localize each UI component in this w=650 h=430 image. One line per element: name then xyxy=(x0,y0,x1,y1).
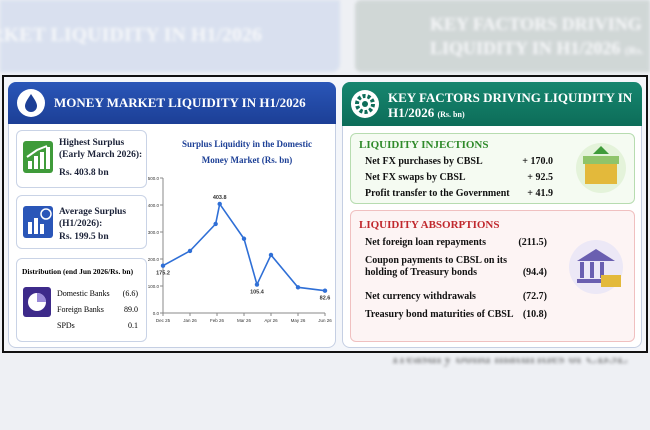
injections-title: LIQUIDITY INJECTIONS xyxy=(359,139,489,151)
point xyxy=(295,285,301,290)
injection-icon xyxy=(576,143,626,193)
dist-value: (6.6) xyxy=(122,289,138,298)
average-label: Average Surplus (H1/2026): xyxy=(59,207,127,229)
drop-icon xyxy=(17,89,45,117)
x-tick-label: Mar 26 xyxy=(237,318,252,323)
y-tick-label: 100.0 xyxy=(148,284,160,289)
y-tick-label: 500.0 xyxy=(148,176,160,181)
y-tick-label: 0.0 xyxy=(153,311,160,316)
point xyxy=(322,288,328,293)
dist-name: Domestic Banks xyxy=(57,289,110,298)
highest-box: Highest Surplus (Early March 2026): Rs. … xyxy=(16,130,147,188)
x-tick-label: Jan 26 xyxy=(183,318,197,323)
value-label: 175.2 xyxy=(156,271,170,277)
dist-value: 0.1 xyxy=(128,321,138,330)
y-tick-label: 400.0 xyxy=(148,203,160,208)
chart: 0.0 100.0 200.0 300.0 400.0 500.0 Dec 25 Jan 26… xyxy=(148,176,333,323)
point xyxy=(160,263,166,268)
right-title: KEY FACTORS DRIVING LIQUIDITY IN H1/2026… xyxy=(388,90,638,122)
average-value: Rs. 199.5 bn xyxy=(59,232,109,242)
right-unit: (Rs. bn) xyxy=(437,110,465,119)
x-tick-label: May 26 xyxy=(291,318,306,323)
injection-amount: + 92.5 xyxy=(527,172,553,183)
x-tick-label: Apr 26 xyxy=(264,318,278,323)
point xyxy=(241,236,247,241)
bg-left-header: MONEY MARKET LIQUIDITY IN H1/2026 xyxy=(0,0,340,72)
bg-right-unit: (Rs. bn) xyxy=(624,45,644,57)
injection-name: Net FX purchases by CBSL xyxy=(365,156,483,167)
injection-name: Net FX swaps by CBSL xyxy=(365,172,466,183)
injection-amount: + 41.9 xyxy=(527,188,553,199)
injection-name: Profit transfer to the Government xyxy=(365,188,510,199)
dist-name: Foreign Banks xyxy=(57,305,104,314)
absorptions-box: LIQUIDITY ABSORPTIONS Net foreign loan r… xyxy=(350,210,635,342)
bg-right-title: KEY FACTORS DRIVING LIQUIDITY IN H1/2026… xyxy=(430,12,650,72)
absorptions-title: LIQUIDITY ABSORPTIONS xyxy=(359,219,500,231)
left-header: MONEY MARKET LIQUIDITY IN H1/2026 xyxy=(8,82,336,124)
absorption-name: Net currency withdrawals xyxy=(365,291,476,302)
distribution-title: Distribution (end Jun 2026/Rs. bn) xyxy=(22,267,134,276)
dist-value: 89.0 xyxy=(124,305,138,314)
chart-title: Surplus Liquidity in the Domestic Money … xyxy=(181,139,313,165)
point xyxy=(217,201,222,207)
growth-icon xyxy=(23,141,53,173)
bg-right-title-text: KEY FACTORS DRIVING LIQUIDITY IN H1/2026 xyxy=(430,14,642,58)
injections-box: LIQUIDITY INJECTIONS Net FX purchases by… xyxy=(350,133,635,204)
y-tick-label: 300.0 xyxy=(148,230,160,235)
dist-name: SPDs xyxy=(57,321,75,330)
highest-label: Highest Surplus (Early March 2026): xyxy=(59,138,143,160)
absorption-amount: (72.7) xyxy=(522,291,547,302)
distribution-box: Distribution (end Jun 2026/Rs. bn) Domes… xyxy=(16,258,147,342)
point xyxy=(268,252,274,258)
right-header: KEY FACTORS DRIVING LIQUIDITY IN H1/2026… xyxy=(342,82,642,126)
point xyxy=(187,248,193,254)
bg-left-title: MONEY MARKET LIQUIDITY IN H1/2026 xyxy=(0,24,262,46)
x-tick-label: Jun 26 xyxy=(318,318,332,323)
absorption-name: Coupon payments to CBSL on its holding o… xyxy=(365,255,507,278)
average-box: Average Surplus (H1/2026): Rs. 199.5 bn xyxy=(16,195,147,249)
x-tick-label: Feb 26 xyxy=(210,318,225,323)
y-tick-label: 200.0 xyxy=(148,257,160,262)
left-title: MONEY MARKET LIQUIDITY IN H1/2026 xyxy=(54,95,306,110)
absorption-name: Treasury bond maturities of CBSL xyxy=(365,309,514,320)
series-line xyxy=(162,201,326,292)
value-label: 105.4 xyxy=(250,290,265,296)
highest-value: Rs. 403.8 bn xyxy=(59,168,109,178)
absorption-amount: (211.5) xyxy=(518,237,547,248)
point xyxy=(254,282,260,287)
absorption-amount: (94.4) xyxy=(522,267,547,278)
value-label: 82.6 xyxy=(320,296,331,302)
bg-right-header: KEY FACTORS DRIVING LIQUIDITY IN H1/2026… xyxy=(355,0,650,72)
point xyxy=(213,221,218,227)
bg-bottom-right: Treasury bond maturities of CBSL xyxy=(360,358,650,430)
absorption-amount: (10.8) xyxy=(522,309,547,320)
average-icon xyxy=(23,206,53,238)
injection-amount: + 170.0 xyxy=(522,156,553,167)
absorption-icon xyxy=(569,240,623,294)
absorption-name: Net foreign loan repayments xyxy=(365,237,487,248)
bg-row: Treasury bond maturities of CBSL xyxy=(390,358,628,367)
pie-icon xyxy=(23,287,51,317)
right-title-text: KEY FACTORS DRIVING LIQUIDITY IN H1/2026 xyxy=(388,90,633,120)
value-label: 403.8 xyxy=(213,195,227,201)
x-tick-label: Dec 25 xyxy=(156,318,171,323)
gear-icon xyxy=(351,90,379,118)
